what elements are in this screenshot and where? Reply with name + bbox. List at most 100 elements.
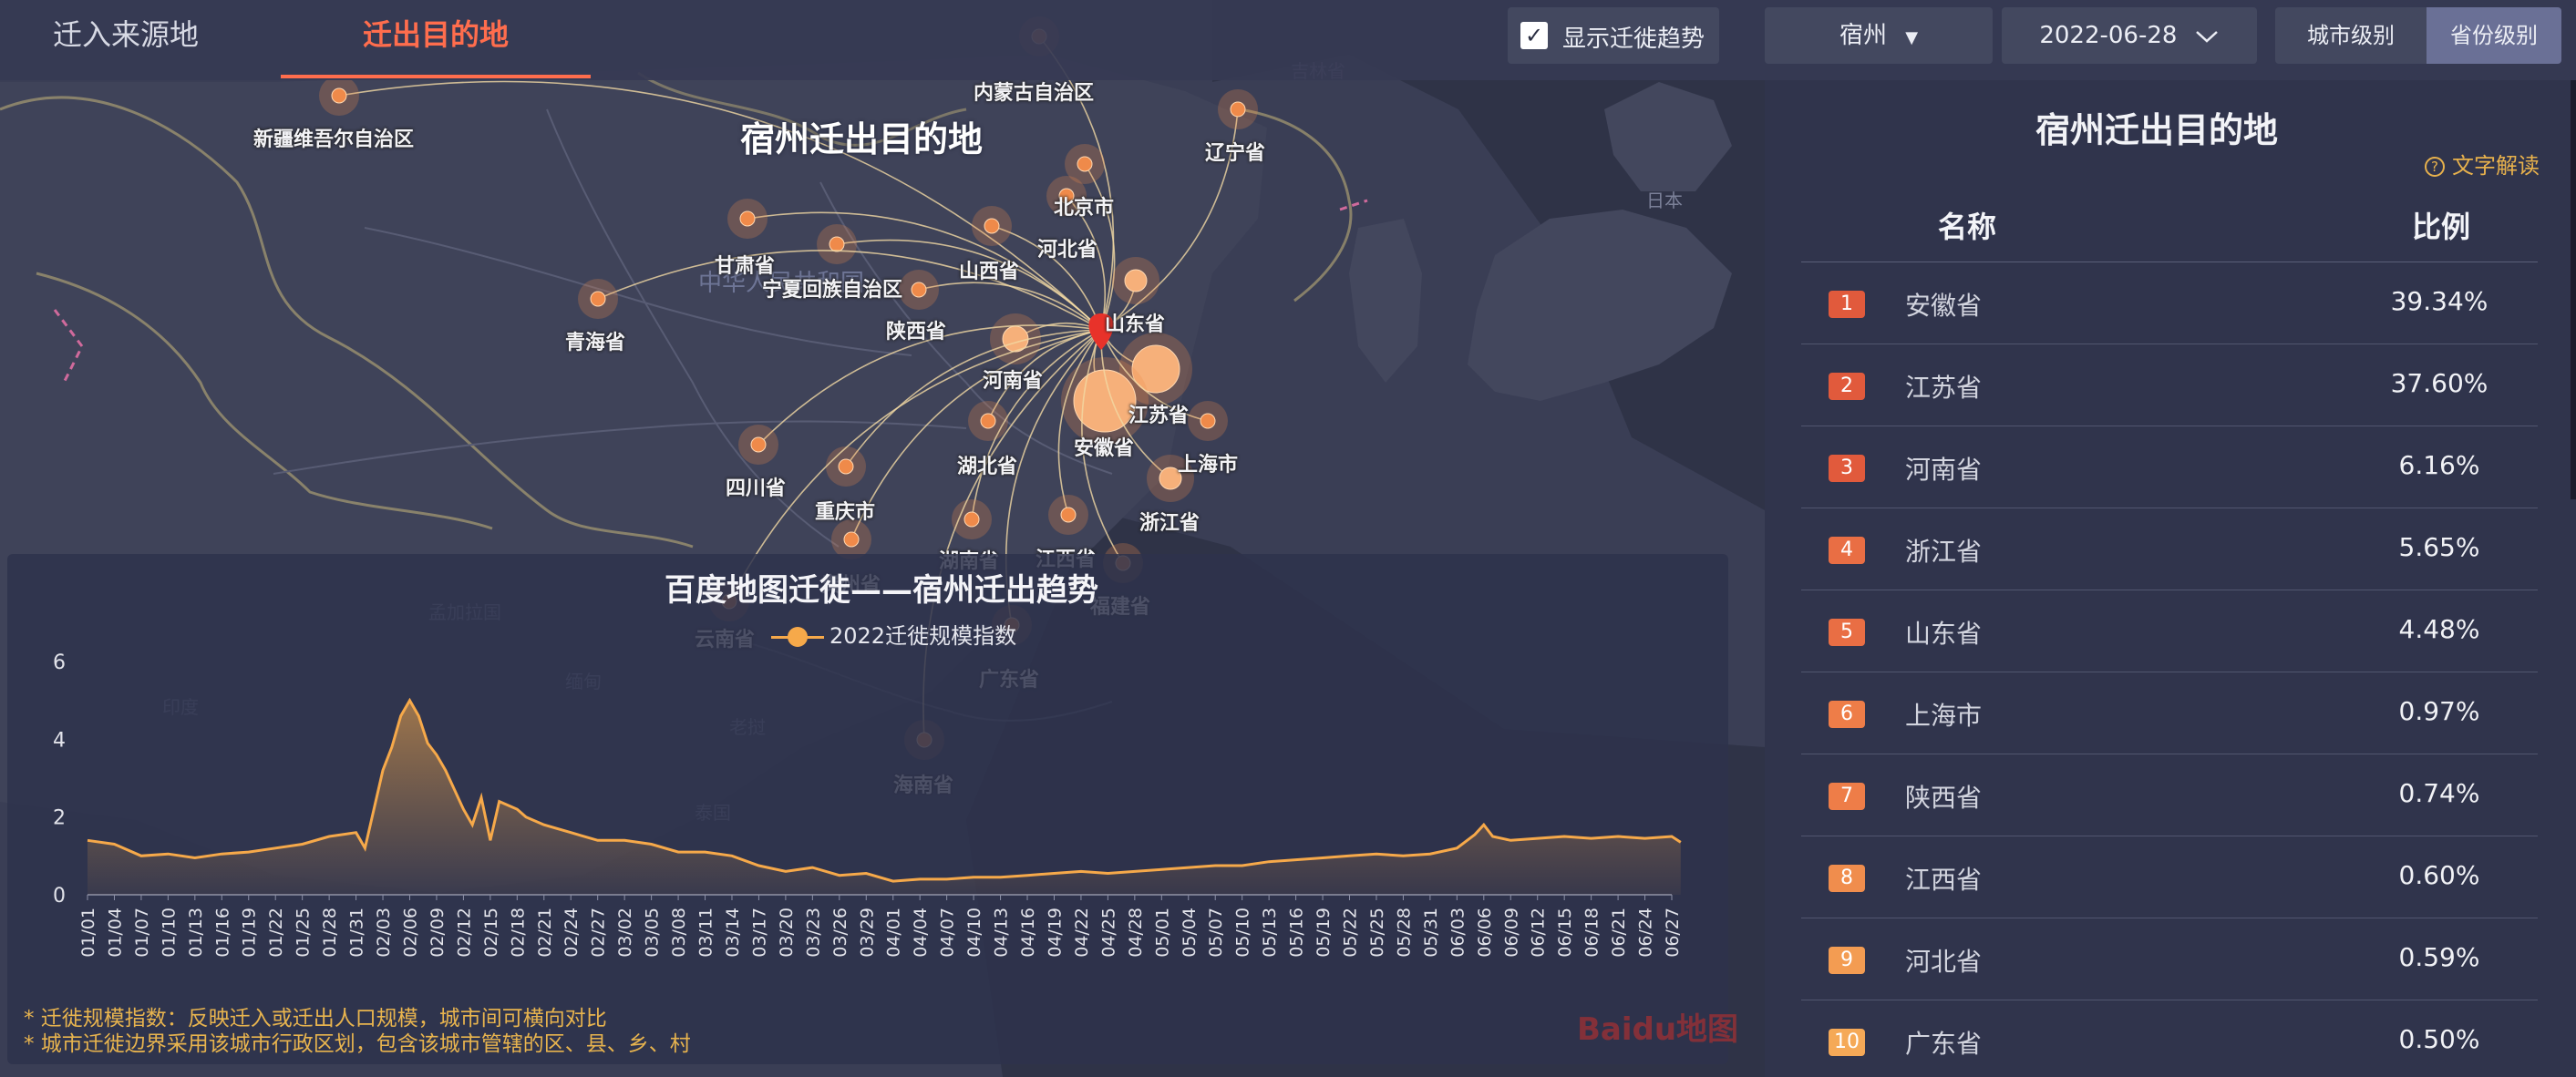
ratio-value: 37.60% bbox=[2390, 368, 2488, 398]
x-tick-label: 04/19 bbox=[1045, 908, 1065, 958]
x-tick-label: 04/25 bbox=[1098, 908, 1118, 958]
map-background-label: 日本 bbox=[1646, 190, 1683, 211]
x-tick-label: 02/18 bbox=[508, 908, 528, 958]
table-row[interactable]: 1 安徽省 39.34% bbox=[1801, 262, 2538, 344]
x-tick-label: 06/27 bbox=[1663, 908, 1683, 958]
city-select[interactable]: 宿州 ▼ bbox=[1765, 7, 1993, 64]
destination-label: 山东省 bbox=[1105, 313, 1166, 336]
destination-label: 四川省 bbox=[726, 477, 787, 500]
map-title: 宿州迁出目的地 bbox=[740, 119, 984, 159]
destination-node[interactable] bbox=[750, 436, 767, 453]
table-row[interactable]: 9 河北省 0.59% bbox=[1801, 918, 2538, 1000]
destination-node[interactable] bbox=[590, 291, 606, 307]
migration-arc bbox=[1100, 108, 1239, 331]
baidu-map-logo: Baidu地图 bbox=[1577, 1011, 1739, 1048]
destination-node[interactable] bbox=[843, 531, 860, 548]
table-row[interactable]: 3 河南省 6.16% bbox=[1801, 426, 2538, 508]
destination-node[interactable] bbox=[1060, 507, 1077, 523]
checkbox-checked-icon[interactable]: ✓ bbox=[1520, 22, 1548, 49]
destination-label: 内蒙古自治区 bbox=[974, 82, 1095, 105]
scrollbar[interactable] bbox=[2571, 80, 2576, 499]
destination-node[interactable] bbox=[739, 210, 756, 227]
date-picker[interactable]: 2022-06-28 bbox=[2002, 7, 2257, 64]
destination-node[interactable] bbox=[1159, 467, 1182, 490]
origin-pin-icon[interactable] bbox=[1088, 313, 1114, 350]
destination-node[interactable] bbox=[980, 413, 996, 429]
destination-label: 青海省 bbox=[565, 332, 626, 354]
destination-label: 河北省 bbox=[1037, 239, 1098, 262]
x-tick-label: 05/01 bbox=[1152, 908, 1172, 958]
migration-arc bbox=[1081, 329, 1124, 564]
table-row[interactable]: 6 上海市 0.97% bbox=[1801, 672, 2538, 754]
destination-node[interactable] bbox=[1058, 188, 1075, 204]
rank-badge: 10 bbox=[1829, 1029, 1865, 1056]
destination-label: 新疆维吾尔自治区 bbox=[253, 128, 415, 151]
destination-node[interactable] bbox=[1124, 269, 1148, 292]
ratio-value: 0.97% bbox=[2398, 696, 2480, 726]
ratio-value: 5.65% bbox=[2398, 532, 2480, 562]
migration-arc bbox=[836, 239, 1102, 331]
province-name: 陕西省 bbox=[1905, 783, 1983, 813]
x-tick-label: 03/26 bbox=[830, 908, 850, 958]
x-tick-label: 05/25 bbox=[1367, 908, 1387, 958]
destination-node[interactable] bbox=[1200, 413, 1216, 429]
destination-node[interactable] bbox=[331, 87, 347, 104]
x-tick-label: 01/25 bbox=[294, 908, 314, 958]
x-tick-label: 05/19 bbox=[1314, 908, 1334, 958]
destination-node[interactable] bbox=[1077, 156, 1093, 172]
destination-node[interactable] bbox=[829, 236, 845, 252]
table-row[interactable]: 8 江西省 0.60% bbox=[1801, 836, 2538, 918]
destination-label: 江苏省 bbox=[1128, 405, 1190, 427]
destination-node[interactable] bbox=[984, 218, 1000, 234]
migration-arc bbox=[845, 329, 1102, 467]
x-tick-label: 03/29 bbox=[857, 908, 877, 958]
trend-chart[interactable]: 0 2 4 6 01/01 01/04 01/07 01/10 01/13 01/16 01/19 0… bbox=[7, 554, 1728, 1064]
rank-badge: 6 bbox=[1829, 701, 1865, 728]
province-name: 江苏省 bbox=[1905, 373, 1983, 403]
destination-label: 山西省 bbox=[959, 261, 1020, 283]
x-tick-label: 04/10 bbox=[964, 908, 984, 958]
x-tick-label: 06/09 bbox=[1501, 908, 1521, 958]
text-interpretation-link[interactable]: ? 文字解读 bbox=[2425, 148, 2540, 180]
x-tick-label: 04/04 bbox=[911, 908, 931, 958]
y-tick-label: 2 bbox=[53, 807, 66, 830]
x-tick-label: 05/31 bbox=[1421, 908, 1441, 958]
tab-outbound-destinations[interactable]: 迁出目的地 bbox=[363, 17, 510, 52]
table-row[interactable]: 7 陕西省 0.74% bbox=[1801, 754, 2538, 836]
show-trend-toggle[interactable]: ✓ 显示迁徙趋势 bbox=[1508, 7, 1719, 64]
province-level-button[interactable]: 省份级别 bbox=[2427, 7, 2561, 64]
date-value: 2022-06-28 bbox=[2039, 22, 2178, 49]
x-tick-label: 03/17 bbox=[749, 908, 769, 958]
rank-badge: 1 bbox=[1829, 291, 1865, 318]
destination-node[interactable] bbox=[838, 458, 854, 475]
x-tick-label: 01/28 bbox=[320, 908, 340, 958]
destination-node[interactable] bbox=[1230, 101, 1246, 118]
rank-badge: 8 bbox=[1829, 865, 1865, 892]
active-tab-underline bbox=[281, 75, 591, 78]
table-row[interactable]: 2 江苏省 37.60% bbox=[1801, 344, 2538, 426]
legend-label: 2022迁徙规模指数 bbox=[829, 623, 1017, 649]
x-tick-label: 02/15 bbox=[481, 908, 501, 958]
migration-arc bbox=[991, 225, 1102, 331]
y-tick-label: 6 bbox=[53, 651, 66, 674]
table-row[interactable]: 5 山东省 4.48% bbox=[1801, 590, 2538, 672]
x-tick-label: 06/03 bbox=[1448, 908, 1468, 958]
destination-node[interactable] bbox=[1073, 369, 1137, 433]
migration-arc bbox=[1100, 329, 1171, 479]
destination-label: 辽宁省 bbox=[1205, 142, 1266, 165]
x-tick-label: 05/13 bbox=[1260, 908, 1280, 958]
city-level-button[interactable]: 城市级别 bbox=[2275, 7, 2427, 64]
ratio-value: 6.16% bbox=[2398, 450, 2480, 480]
table-row[interactable]: 10 广东省 0.50% bbox=[1801, 1000, 2538, 1077]
destination-node[interactable] bbox=[1131, 344, 1180, 394]
chart-legend[interactable]: 2022迁徙规模指数 bbox=[771, 618, 1016, 650]
footnote-scale-index: * 迁徙规模指数：反映迁入或迁出人口规模，城市间可横向对比 bbox=[24, 1007, 607, 1031]
ranking-table-body: 1 安徽省 39.34% 2 江苏省 37.60% 3 河南省 6.16% 4 浙江省 5.65% 5 山… bbox=[1801, 262, 2538, 1077]
tab-inbound-sources[interactable]: 迁入来源地 bbox=[53, 17, 200, 52]
destination-node[interactable] bbox=[963, 511, 980, 528]
table-row[interactable]: 4 浙江省 5.65% bbox=[1801, 508, 2538, 590]
series-line bbox=[87, 697, 1682, 883]
destination-node[interactable] bbox=[911, 282, 927, 298]
x-tick-label: 04/13 bbox=[992, 908, 1012, 958]
migration-map[interactable]: 宿州迁出目的地 中华人民共和国日本吉林省印度老挝泰国孟加拉国缅甸新疆维吾尔自治区… bbox=[0, 0, 1765, 1077]
